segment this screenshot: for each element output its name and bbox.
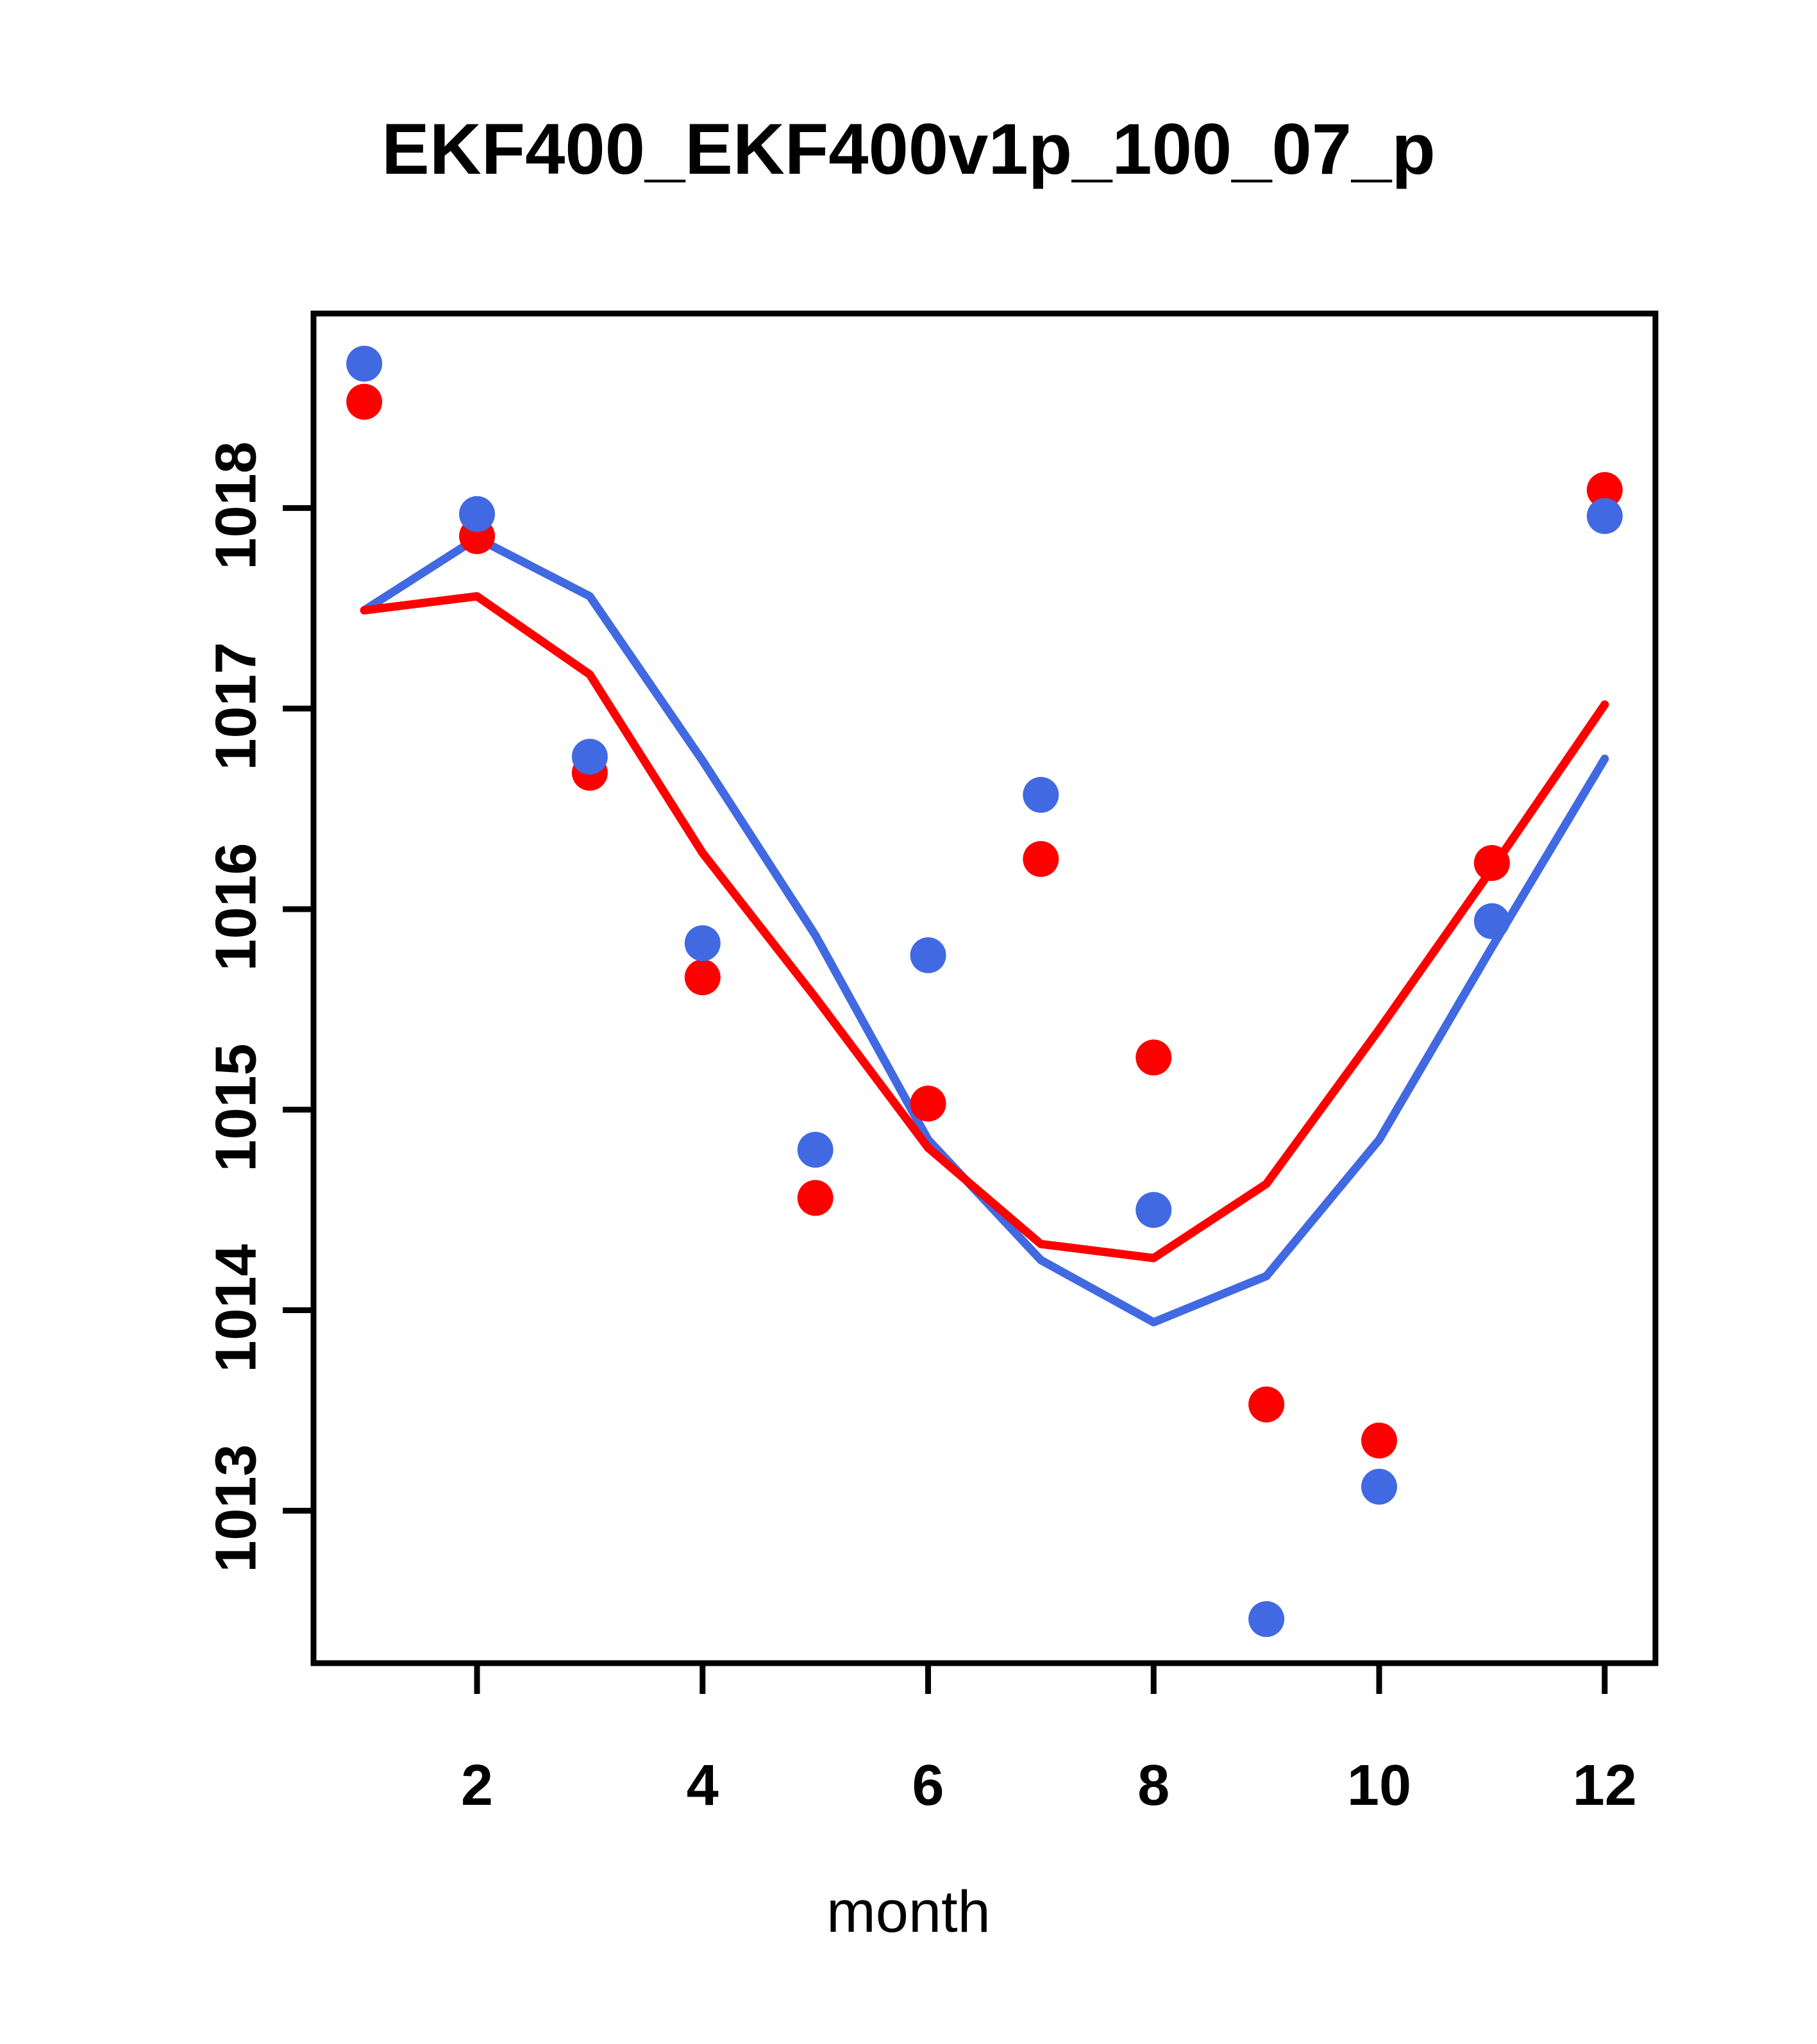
blue-series-points: [346, 346, 1623, 1638]
data-point: [1023, 841, 1059, 877]
data-point: [1586, 472, 1623, 508]
data-point: [1248, 1601, 1285, 1638]
data-point: [459, 496, 495, 532]
data-point: [1135, 1039, 1172, 1076]
data-point: [910, 937, 946, 973]
data-point: [1361, 1422, 1398, 1459]
data-point: [684, 959, 721, 996]
data-point: [346, 383, 383, 420]
data-point: [797, 1180, 833, 1216]
x-axis-title: month: [826, 1879, 991, 1945]
y-axis-ticks: [283, 505, 314, 1514]
y-tick-label: 1016: [204, 842, 269, 971]
data-point: [797, 1132, 833, 1168]
red-series-line: [360, 592, 1609, 1262]
data-point: [1023, 776, 1059, 813]
data-point: [684, 925, 721, 962]
y-tick-label: 1014: [204, 1243, 269, 1373]
y-tick-label: 1013: [204, 1444, 269, 1573]
x-axis-ticks: [474, 1663, 1608, 1694]
x-tick-label: 6: [912, 1754, 944, 1818]
x-tick-label: 12: [1572, 1754, 1637, 1818]
y-tick-label: 1018: [204, 441, 269, 570]
data-point: [1135, 1192, 1172, 1228]
x-tick-label: 2: [460, 1754, 494, 1818]
data-point: [1474, 903, 1510, 939]
data-point: [1248, 1386, 1285, 1423]
plot-box-border: [310, 310, 1659, 1666]
red-series-points: [346, 383, 1623, 1459]
data-point: [1361, 1468, 1398, 1505]
x-tick-label: 4: [686, 1754, 719, 1818]
data-point: [571, 739, 608, 775]
y-tick-label: 1017: [204, 642, 269, 771]
x-tick-label: 8: [1137, 1754, 1170, 1818]
data-point: [1474, 845, 1510, 881]
x-tick-label: 10: [1347, 1754, 1412, 1818]
blue-series-line: [360, 533, 1609, 1327]
data-point: [1586, 498, 1623, 534]
y-tick-label: 1015: [204, 1043, 269, 1172]
data-point: [346, 346, 383, 382]
data-point: [910, 1085, 946, 1122]
chart-title: EKF400_EKF400v1p_100_07_p: [381, 109, 1436, 189]
